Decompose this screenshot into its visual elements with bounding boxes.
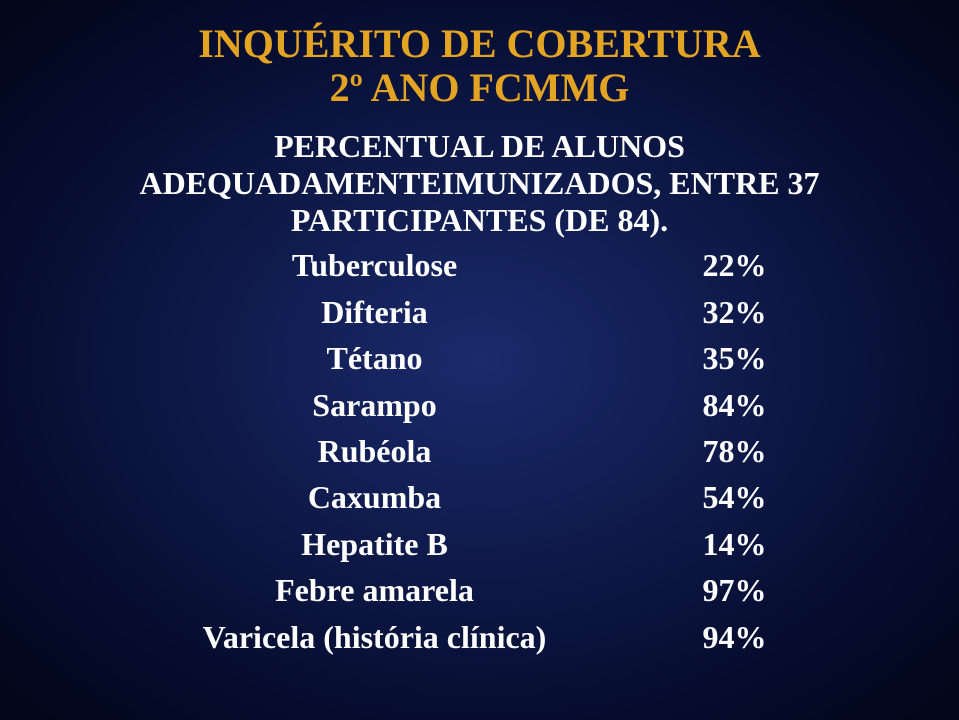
table-row: Rubéola 78% xyxy=(120,428,840,474)
table-row: Hepatite B 14% xyxy=(120,521,840,567)
slide: INQUÉRITO DE COBERTURA 2º ANO FCMMG PERC… xyxy=(0,0,959,720)
row-value: 22% xyxy=(630,242,840,288)
subtitle-line-1: PERCENTUAL DE ALUNOS xyxy=(0,128,959,165)
row-value: 97% xyxy=(630,567,840,613)
row-value: 35% xyxy=(630,335,840,381)
table-row: Caxumba 54% xyxy=(120,474,840,520)
row-label: Caxumba xyxy=(120,474,630,520)
subtitle-line-2: ADEQUADAMENTEIMUNIZADOS, ENTRE 37 xyxy=(0,165,959,202)
row-label: Tuberculose xyxy=(120,242,630,288)
title-line-2: 2º ANO FCMMG xyxy=(0,66,959,110)
row-label: Rubéola xyxy=(120,428,630,474)
data-table: Tuberculose 22% Difteria 32% Tétano 35% … xyxy=(120,242,840,660)
row-label: Sarampo xyxy=(120,382,630,428)
row-label: Varicela (história clínica) xyxy=(120,614,630,660)
table-row: Tuberculose 22% xyxy=(120,242,840,288)
table-row: Febre amarela 97% xyxy=(120,567,840,613)
table-row: Difteria 32% xyxy=(120,289,840,335)
table-row: Varicela (história clínica) 94% xyxy=(120,614,840,660)
row-label: Hepatite B xyxy=(120,521,630,567)
row-label: Tétano xyxy=(120,335,630,381)
row-value: 32% xyxy=(630,289,840,335)
row-label: Difteria xyxy=(120,289,630,335)
row-value: 84% xyxy=(630,382,840,428)
table-row: Tétano 35% xyxy=(120,335,840,381)
table-row: Sarampo 84% xyxy=(120,382,840,428)
row-value: 54% xyxy=(630,474,840,520)
row-value: 94% xyxy=(630,614,840,660)
title-line-1: INQUÉRITO DE COBERTURA xyxy=(0,22,959,66)
row-label: Febre amarela xyxy=(120,567,630,613)
row-value: 14% xyxy=(630,521,840,567)
subtitle-line-3: PARTICIPANTES (DE 84). xyxy=(0,202,959,239)
row-value: 78% xyxy=(630,428,840,474)
